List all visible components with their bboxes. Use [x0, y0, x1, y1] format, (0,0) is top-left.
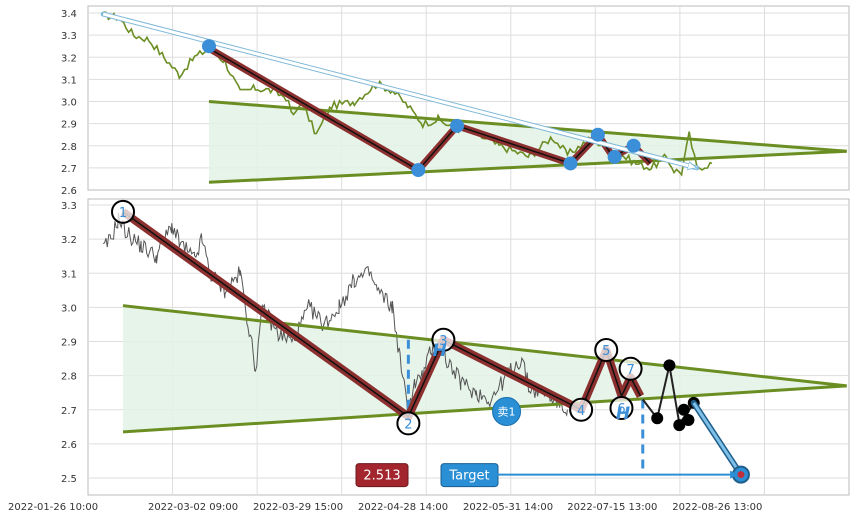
- y-tick-label: 2.8: [61, 142, 77, 153]
- pivot-label: 5: [602, 344, 610, 359]
- x-tick-label: 2022-08-26 13:00: [672, 502, 762, 513]
- pivot-label: 4: [577, 404, 585, 419]
- y-tick-label: 3.4: [61, 9, 77, 20]
- pivot-dot: [626, 138, 641, 153]
- pivot-circle: [594, 338, 619, 363]
- y-tick-label: 3.3: [61, 31, 77, 42]
- pivot-circle: [569, 397, 594, 422]
- pivot-dot: [201, 39, 216, 54]
- pivot-dot: [450, 118, 465, 133]
- pivot-circle: [431, 327, 456, 352]
- projected-dot: [673, 419, 686, 432]
- pivot-circle: [396, 411, 421, 436]
- price-series-bottom: [102, 212, 568, 417]
- x-tick-label: 2022-01-26 10:00: [8, 502, 98, 513]
- y-tick-label: 3.3: [61, 201, 77, 212]
- pivot-dot: [590, 127, 605, 142]
- y-tick-label: 2.5: [61, 474, 77, 485]
- bottom-panel: 3.3 3.2 3.1 3.0 2.9 2.8 2.7 2.6 2.5 2022-01-26 10…: [8, 198, 850, 513]
- projected-dot: [677, 403, 690, 416]
- top-panel: 3.4 3.3 3.2 3.1 3.0 2.9 2.8 2.7 2.6: [61, 5, 850, 197]
- y-tick-label: 2.7: [61, 406, 77, 417]
- y-tick-label: 3.1: [61, 75, 77, 86]
- projected-dot: [663, 359, 676, 372]
- pivot-circle: [609, 396, 634, 421]
- y-tick-label: 2.9: [61, 120, 77, 131]
- x-tick-label: 2022-03-29 15:00: [253, 502, 343, 513]
- projected-dot: [682, 413, 695, 426]
- y-tick-label: 3.1: [61, 269, 77, 280]
- h-mark: H: [432, 341, 446, 361]
- pivot-label: 1: [119, 206, 127, 221]
- triangle-upper-line: [122, 304, 847, 388]
- y-tick-label: 3.2: [61, 235, 77, 246]
- x-tick-label: 2022-03-02 09:00: [148, 502, 238, 513]
- triangle-lower-line: [122, 384, 847, 434]
- pivot-circle: [618, 356, 643, 381]
- y-tick-label: 2.8: [61, 372, 77, 383]
- pivot-dot: [411, 163, 426, 178]
- pivot-dot: [607, 149, 622, 164]
- pivot-label: 2: [404, 417, 412, 432]
- triangle-lower-line: [208, 149, 847, 184]
- projected-dot: [651, 412, 664, 425]
- triangle-fill: [209, 101, 847, 183]
- trend-arrow: [102, 12, 697, 168]
- pivot-circle: [111, 199, 136, 224]
- target-point-core: [737, 471, 745, 479]
- y-tick-label: 3.0: [61, 303, 77, 314]
- y-tick-label: 2.6: [61, 440, 77, 451]
- pivot-label: 3: [439, 334, 447, 349]
- x-tick-label: 2022-05-31 14:00: [463, 502, 553, 513]
- h-mark: H: [616, 404, 630, 424]
- y-tick-label: 2.6: [61, 186, 77, 197]
- pivot-dot: [563, 156, 578, 171]
- projection-line: [692, 402, 743, 476]
- sell-marker: [492, 396, 522, 426]
- y-tick-label: 3.2: [61, 53, 77, 64]
- pivot-label: 6: [617, 402, 625, 417]
- x-tick-label: 2022-04-28 14:00: [358, 502, 448, 513]
- y-tick-label: 2.7: [61, 164, 77, 175]
- target-box-label: Target: [448, 469, 489, 484]
- y-tick-label: 2.9: [61, 338, 77, 349]
- y-tick-label: 3.0: [61, 98, 77, 109]
- x-tick-label: 2022-07-15 13:00: [567, 502, 657, 513]
- price-box: [355, 463, 409, 488]
- sell-label: 卖1: [498, 405, 516, 418]
- price-box-label: 2.513: [363, 469, 400, 484]
- pivot-label: 7: [626, 363, 634, 378]
